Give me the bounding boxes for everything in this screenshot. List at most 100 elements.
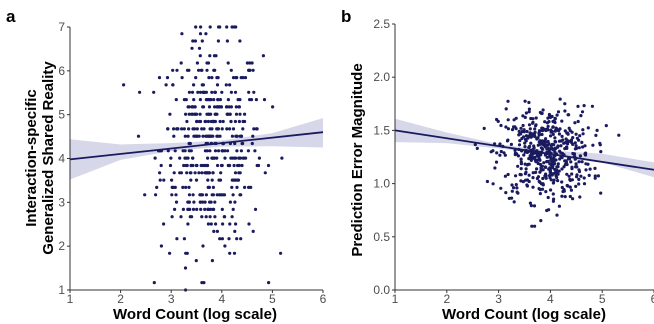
data-point (220, 127, 224, 131)
y-axis-label-a-line1: Interaction-specific (23, 89, 40, 227)
data-point (211, 134, 215, 138)
data-point (554, 128, 558, 132)
data-point (555, 165, 559, 169)
data-point (580, 140, 584, 144)
data-point (549, 114, 553, 118)
data-point (584, 168, 588, 172)
data-point (524, 134, 529, 138)
data-point (571, 136, 575, 140)
data-point (185, 119, 189, 124)
data-point (198, 54, 202, 58)
data-point (195, 207, 199, 211)
data-point (207, 171, 212, 175)
data-point (548, 168, 552, 172)
x-tick-label: 3 (495, 292, 502, 306)
data-point (540, 129, 545, 133)
data-point (138, 90, 142, 94)
data-point (194, 163, 198, 168)
data-point (579, 114, 583, 118)
data-point (235, 134, 239, 138)
data-point (561, 138, 565, 142)
data-point (491, 149, 495, 153)
data-point (248, 68, 252, 72)
data-point (522, 153, 526, 157)
data-point (194, 76, 198, 80)
data-point (175, 237, 179, 241)
data-point (195, 61, 199, 65)
data-point (253, 207, 258, 211)
y-tick-label: 5 (58, 108, 65, 122)
data-point (568, 185, 572, 189)
data-point (506, 172, 510, 177)
data-point (261, 54, 265, 58)
data-point (564, 145, 569, 149)
data-point (215, 156, 219, 160)
data-point (553, 136, 557, 140)
data-point (571, 151, 575, 156)
data-point (187, 200, 191, 204)
data-point (214, 112, 218, 116)
data-point (566, 157, 571, 161)
data-point (506, 99, 510, 103)
data-point (208, 200, 212, 204)
data-point (206, 156, 210, 160)
data-point (241, 141, 245, 146)
data-point (531, 185, 535, 189)
data-point (246, 149, 250, 153)
y-tick-label: 2.0 (373, 70, 390, 84)
data-point (536, 175, 541, 179)
data-point (473, 143, 477, 147)
data-point (267, 281, 271, 285)
data-point (541, 182, 545, 186)
data-point (536, 153, 540, 157)
data-point (206, 207, 210, 211)
data-point (201, 200, 205, 204)
data-point (541, 176, 545, 181)
data-point (556, 110, 561, 114)
data-point (206, 178, 210, 182)
data-point (190, 46, 194, 50)
data-point (233, 200, 237, 204)
data-point (168, 251, 172, 255)
data-point (191, 193, 195, 197)
data-point (533, 224, 537, 228)
data-point (231, 76, 236, 80)
data-point (194, 25, 198, 29)
data-point (503, 174, 507, 178)
data-point (170, 178, 174, 182)
data-point (522, 135, 526, 139)
data-point (212, 229, 216, 233)
data-point (537, 158, 541, 162)
data-point (596, 174, 601, 178)
data-point (534, 124, 538, 128)
y-tick-label: 1.0 (373, 177, 390, 191)
data-point (207, 112, 211, 116)
data-point (211, 185, 215, 189)
data-point (230, 134, 234, 138)
data-point (247, 222, 251, 226)
data-point (208, 54, 212, 58)
data-point (173, 185, 177, 189)
data-point (506, 138, 510, 142)
data-point (553, 171, 557, 175)
data-point (187, 185, 191, 189)
data-point (216, 39, 220, 43)
data-point (226, 149, 230, 153)
data-point (192, 134, 196, 138)
data-point (190, 90, 195, 94)
data-point (523, 115, 527, 119)
data-point (222, 193, 227, 197)
data-point (187, 193, 192, 197)
data-point (174, 98, 178, 102)
data-point (523, 141, 527, 145)
data-point (534, 170, 538, 174)
data-point (536, 161, 540, 166)
data-point (525, 183, 529, 187)
data-point (583, 144, 587, 148)
data-point (580, 160, 584, 164)
data-point (555, 213, 559, 217)
data-point (581, 132, 585, 136)
data-point (186, 156, 190, 160)
data-point (169, 156, 173, 160)
data-point (555, 175, 559, 180)
